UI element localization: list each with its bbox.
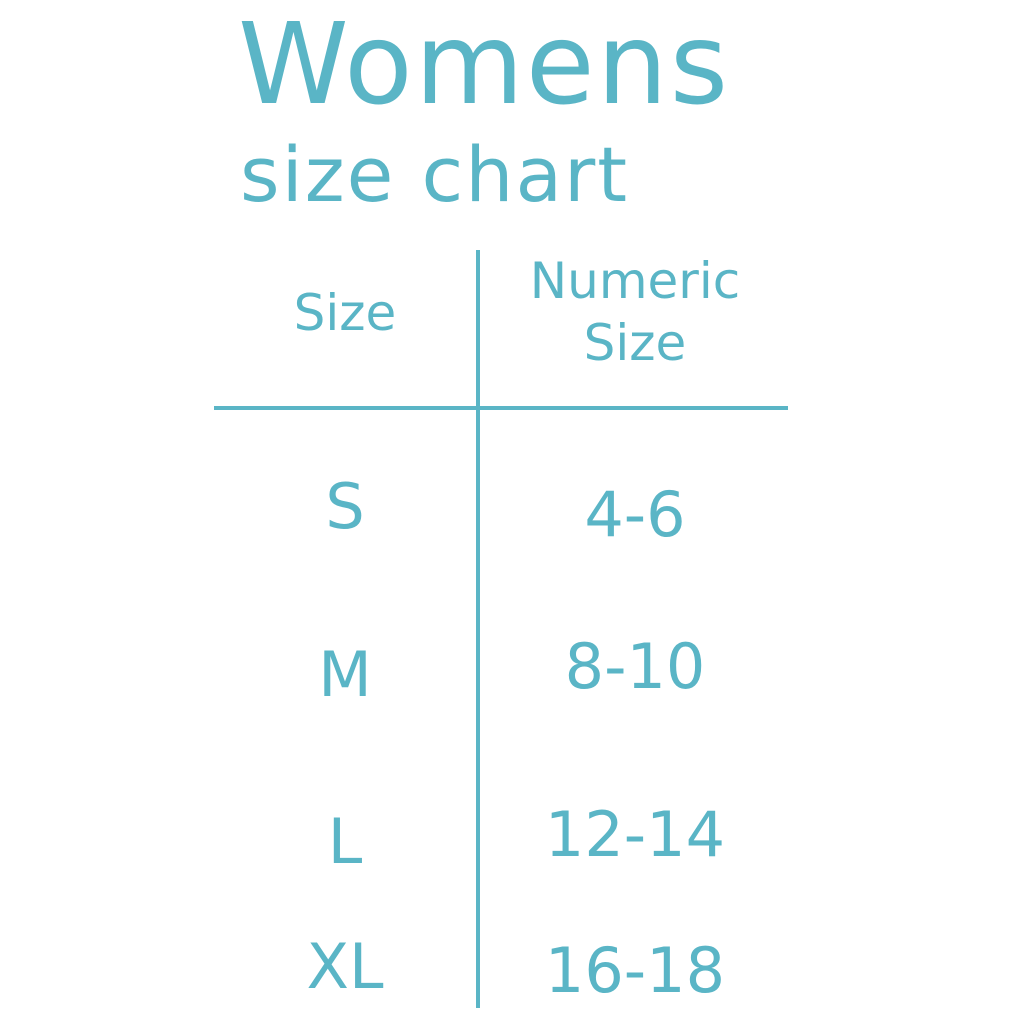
cell-size: M: [318, 638, 372, 711]
cell-numeric: 16-18: [544, 934, 726, 1007]
cell-numeric: 12-14: [544, 798, 726, 871]
cell-size: XL: [306, 930, 384, 1003]
title-line-1: Womens: [238, 0, 731, 130]
header-numeric-size-label: Numeric Size: [529, 252, 741, 372]
title-line-2: size chart: [240, 130, 630, 219]
header-divider: [214, 406, 788, 410]
cell-size: L: [327, 805, 363, 878]
cell-numeric: 8-10: [564, 630, 706, 703]
column-divider: [476, 250, 480, 1008]
cell-numeric: 4-6: [584, 478, 686, 551]
cell-size: S: [325, 470, 365, 543]
header-numeric-size: Numeric Size: [480, 250, 790, 374]
header-size: Size: [293, 284, 397, 342]
